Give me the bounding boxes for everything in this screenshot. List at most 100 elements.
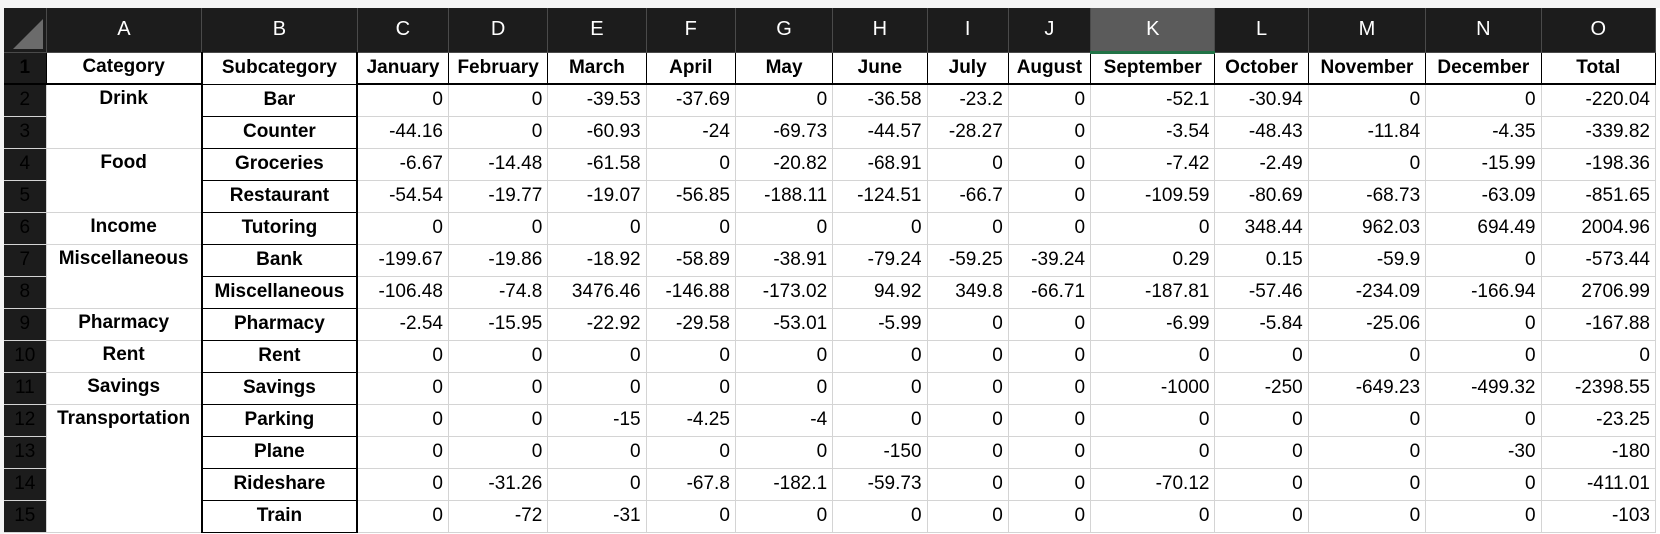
- value-cell[interactable]: -66.7: [927, 180, 1009, 213]
- value-cell[interactable]: 0: [927, 340, 1009, 373]
- column-header-b[interactable]: B: [201, 8, 358, 53]
- total-cell[interactable]: -23.25: [1541, 404, 1657, 437]
- value-cell[interactable]: -234.09: [1308, 276, 1427, 309]
- value-cell[interactable]: 0: [1090, 500, 1216, 533]
- value-cell[interactable]: 0: [1308, 148, 1427, 181]
- value-cell[interactable]: -38.91: [735, 244, 834, 277]
- value-cell[interactable]: -20.82: [735, 148, 834, 181]
- subcategory-cell[interactable]: Savings: [201, 372, 359, 405]
- value-cell[interactable]: -199.67: [357, 244, 449, 277]
- row-header[interactable]: 7: [4, 244, 47, 277]
- value-cell[interactable]: 0: [1008, 148, 1092, 181]
- row-header[interactable]: 13: [4, 436, 47, 469]
- value-cell[interactable]: 94.92: [832, 276, 928, 309]
- value-cell[interactable]: 0: [1090, 212, 1216, 245]
- value-cell[interactable]: 0: [547, 372, 647, 405]
- subcategory-cell[interactable]: Plane: [201, 436, 359, 469]
- header-cell[interactable]: June: [832, 52, 928, 85]
- row-header[interactable]: 1: [4, 52, 47, 85]
- header-cell[interactable]: August: [1008, 52, 1092, 85]
- subcategory-cell[interactable]: Train: [201, 500, 359, 533]
- value-cell[interactable]: 0: [927, 308, 1009, 341]
- column-header-e[interactable]: E: [547, 8, 647, 53]
- value-cell[interactable]: -19.86: [448, 244, 549, 277]
- category-cell[interactable]: [46, 500, 203, 533]
- row-header[interactable]: 15: [4, 500, 47, 533]
- category-cell[interactable]: Savings: [46, 372, 203, 405]
- header-cell[interactable]: October: [1214, 52, 1309, 85]
- row-header[interactable]: 2: [4, 84, 47, 117]
- value-cell[interactable]: -60.93: [547, 116, 647, 149]
- value-cell[interactable]: 0: [357, 468, 449, 501]
- value-cell[interactable]: 0: [735, 340, 834, 373]
- value-cell[interactable]: 0: [832, 404, 928, 437]
- value-cell[interactable]: -6.99: [1090, 308, 1216, 341]
- value-cell[interactable]: 0: [1090, 436, 1216, 469]
- value-cell[interactable]: 0: [547, 468, 647, 501]
- category-cell[interactable]: [46, 436, 203, 469]
- value-cell[interactable]: 0: [1008, 500, 1092, 533]
- value-cell[interactable]: -187.81: [1090, 276, 1216, 309]
- value-cell[interactable]: 0: [646, 436, 736, 469]
- value-cell[interactable]: 0: [927, 468, 1009, 501]
- value-cell[interactable]: -59.25: [927, 244, 1009, 277]
- value-cell[interactable]: 0: [448, 340, 549, 373]
- column-header-k[interactable]: K: [1090, 8, 1216, 54]
- value-cell[interactable]: 0: [448, 116, 549, 149]
- value-cell[interactable]: 0: [547, 340, 647, 373]
- value-cell[interactable]: 0: [357, 436, 449, 469]
- value-cell[interactable]: 0: [357, 340, 449, 373]
- column-header-g[interactable]: G: [735, 8, 834, 53]
- value-cell[interactable]: 0: [927, 212, 1009, 245]
- value-cell[interactable]: 0: [1214, 340, 1309, 373]
- value-cell[interactable]: 0: [448, 372, 549, 405]
- category-cell[interactable]: Rent: [46, 340, 203, 373]
- value-cell[interactable]: 0: [1214, 500, 1309, 533]
- row-header[interactable]: 3: [4, 116, 47, 149]
- subcategory-cell[interactable]: Groceries: [201, 148, 359, 181]
- total-cell[interactable]: -198.36: [1541, 148, 1657, 181]
- value-cell[interactable]: -68.91: [832, 148, 928, 181]
- value-cell[interactable]: 0: [1425, 84, 1542, 117]
- value-cell[interactable]: 0: [927, 404, 1009, 437]
- value-cell[interactable]: 0: [735, 372, 834, 405]
- value-cell[interactable]: 0: [1008, 404, 1092, 437]
- total-cell[interactable]: 0: [1541, 340, 1657, 373]
- value-cell[interactable]: -5.99: [832, 308, 928, 341]
- value-cell[interactable]: 0: [1425, 308, 1542, 341]
- value-cell[interactable]: -69.73: [735, 116, 834, 149]
- header-cell[interactable]: Subcategory: [201, 52, 359, 85]
- value-cell[interactable]: 348.44: [1214, 212, 1309, 245]
- value-cell[interactable]: -24: [646, 116, 736, 149]
- value-cell[interactable]: 0: [1008, 436, 1092, 469]
- row-header[interactable]: 8: [4, 276, 47, 309]
- column-header-f[interactable]: F: [646, 8, 736, 53]
- value-cell[interactable]: 0: [646, 148, 736, 181]
- subcategory-cell[interactable]: Parking: [201, 404, 359, 437]
- value-cell[interactable]: -68.73: [1308, 180, 1427, 213]
- value-cell[interactable]: 0: [1008, 84, 1092, 117]
- value-cell[interactable]: 0: [1090, 404, 1216, 437]
- value-cell[interactable]: -59.73: [832, 468, 928, 501]
- value-cell[interactable]: -39.53: [547, 84, 647, 117]
- column-header-d[interactable]: D: [448, 8, 549, 53]
- value-cell[interactable]: 0: [547, 436, 647, 469]
- category-cell[interactable]: Food: [46, 148, 203, 181]
- value-cell[interactable]: -649.23: [1308, 372, 1427, 405]
- value-cell[interactable]: -106.48: [357, 276, 449, 309]
- column-header-a[interactable]: A: [46, 8, 203, 53]
- value-cell[interactable]: -25.06: [1308, 308, 1427, 341]
- value-cell[interactable]: 0: [448, 436, 549, 469]
- value-cell[interactable]: -63.09: [1425, 180, 1542, 213]
- value-cell[interactable]: 0: [1308, 84, 1427, 117]
- value-cell[interactable]: -67.8: [646, 468, 736, 501]
- value-cell[interactable]: -4.25: [646, 404, 736, 437]
- value-cell[interactable]: 0: [1308, 404, 1427, 437]
- value-cell[interactable]: 0: [1008, 116, 1092, 149]
- value-cell[interactable]: 0: [357, 84, 449, 117]
- subcategory-cell[interactable]: Rent: [201, 340, 359, 373]
- value-cell[interactable]: 0: [646, 500, 736, 533]
- value-cell[interactable]: 0: [735, 500, 834, 533]
- value-cell[interactable]: 0: [927, 148, 1009, 181]
- value-cell[interactable]: -15.99: [1425, 148, 1542, 181]
